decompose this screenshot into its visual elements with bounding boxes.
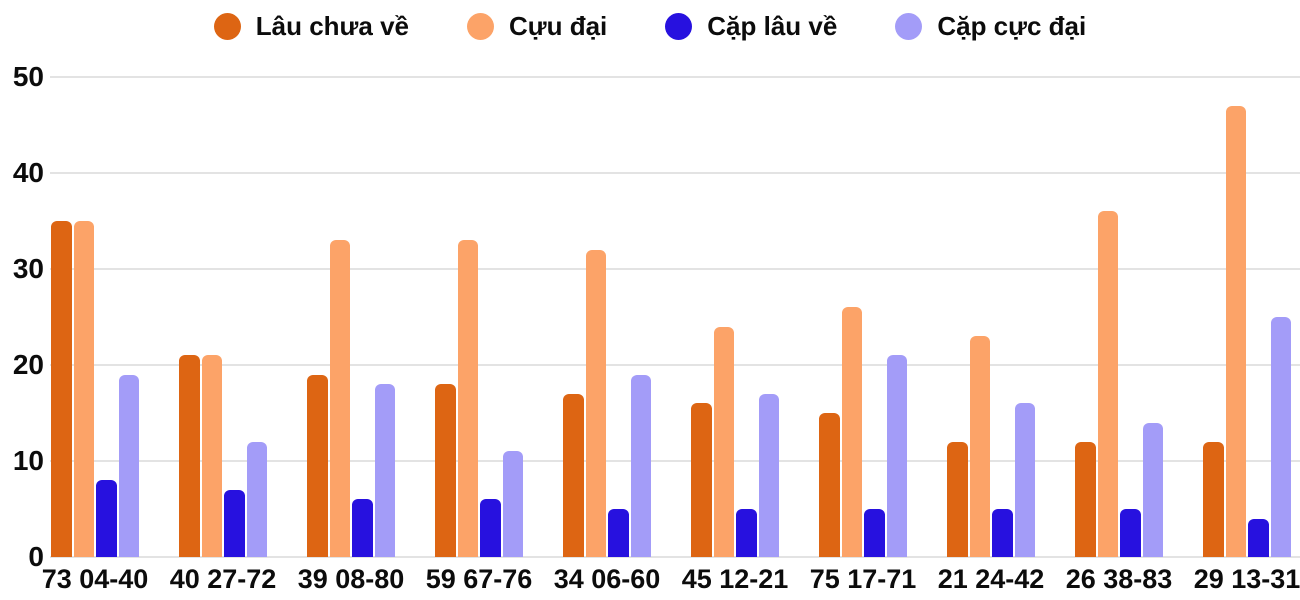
bar-series3-cat1[interactable] <box>96 480 117 557</box>
legend-label: Lâu chưa về <box>255 11 409 41</box>
bar-series3-cat7[interactable] <box>864 509 885 557</box>
bar-series2-cat10[interactable] <box>1225 105 1246 557</box>
bar-series4-cat5[interactable] <box>630 374 651 557</box>
bar-series1-cat7[interactable] <box>819 413 840 557</box>
y-axis-tick-label: 20 <box>12 349 44 380</box>
x-axis-category-label: 39 08-80 <box>297 564 405 594</box>
y-axis-tick-label: 50 <box>12 61 44 92</box>
legend-item-3[interactable]: Cặp lâu về <box>665 11 838 41</box>
bar-group-9: 26 38-83 <box>1066 77 1172 593</box>
bar-series4-cat3[interactable] <box>374 384 395 557</box>
bar-group-7: 75 17-71 <box>810 77 916 593</box>
x-axis-category-label: 75 17-71 <box>809 564 917 594</box>
x-axis-category-label: 26 38-83 <box>1065 564 1173 594</box>
bar-series2-cat9[interactable] <box>1097 211 1118 557</box>
bar-series4-cat9[interactable] <box>1142 422 1163 557</box>
bar-series3-cat8[interactable] <box>992 509 1013 557</box>
bar-series1-cat5[interactable] <box>563 393 584 557</box>
bar-series4-cat4[interactable] <box>502 451 523 557</box>
gridline <box>50 172 1300 174</box>
x-axis-category-label: 29 13-31 <box>1193 564 1300 594</box>
bar-series1-cat3[interactable] <box>307 374 328 557</box>
legend-dot-icon <box>213 12 241 40</box>
bar-series1-cat4[interactable] <box>435 384 456 557</box>
bar-series3-cat3[interactable] <box>352 499 373 557</box>
bar-series2-cat8[interactable] <box>969 336 990 557</box>
bar-group-10: 29 13-31 <box>1194 77 1300 593</box>
bar-group-5: 34 06-60 <box>554 77 660 593</box>
bar-group-1: 73 04-40 <box>42 77 148 593</box>
gridline <box>50 460 1300 462</box>
gridline <box>50 76 1300 78</box>
bar-series4-cat1[interactable] <box>118 374 139 557</box>
legend-item-4[interactable]: Cặp cực đại <box>895 11 1087 41</box>
bar-group-6: 45 12-21 <box>682 77 788 593</box>
legend-dot-icon <box>467 12 494 40</box>
bar-series2-cat2[interactable] <box>201 355 222 557</box>
bar-series3-cat4[interactable] <box>480 499 501 557</box>
bar-groups: 73 04-40 40 27-72 39 08-80 59 67-76 34 06-60… <box>42 77 1300 593</box>
legend-item-1[interactable]: Lâu chưa về <box>213 11 409 41</box>
legend-label: Cựu đại <box>509 11 608 41</box>
x-axis-category-label: 45 12-21 <box>681 564 789 594</box>
y-axis-tick-label: 0 <box>28 541 44 572</box>
bar-series1-cat6[interactable] <box>691 403 712 557</box>
legend-label: Cặp cực đại <box>937 11 1087 41</box>
bar-series1-cat9[interactable] <box>1075 441 1096 557</box>
bar-series2-cat3[interactable] <box>329 240 350 557</box>
bar-series3-cat10[interactable] <box>1248 518 1269 557</box>
bar-series4-cat7[interactable] <box>886 355 907 557</box>
x-axis-category-label: 73 04-40 <box>41 564 149 594</box>
bar-group-4: 59 67-76 <box>426 77 532 593</box>
bar-series4-cat6[interactable] <box>758 393 779 557</box>
x-axis-category-label: 40 27-72 <box>169 564 277 594</box>
x-axis-category-label: 21 24-42 <box>937 564 1045 594</box>
gridline <box>50 268 1300 270</box>
bar-series2-cat1[interactable] <box>73 221 94 557</box>
bar-series2-cat7[interactable] <box>841 307 862 557</box>
bar-series3-cat6[interactable] <box>736 509 757 557</box>
bar-series2-cat6[interactable] <box>713 326 734 557</box>
bar-group-2: 40 27-72 <box>170 77 276 593</box>
gridline <box>50 364 1300 366</box>
legend-item-2[interactable]: Cựu đại <box>467 11 608 41</box>
bar-series3-cat5[interactable] <box>608 509 629 557</box>
bar-series1-cat2[interactable] <box>179 355 200 557</box>
bar-series4-cat2[interactable] <box>246 441 267 557</box>
bar-series2-cat4[interactable] <box>457 240 478 557</box>
bar-series1-cat8[interactable] <box>947 441 968 557</box>
plot-area: 0 10 20 30 40 50 73 04-40 40 27-72 39 08-80 59 6… <box>13 63 1300 593</box>
bar-series1-cat1[interactable] <box>51 221 72 557</box>
legend-dot-icon <box>895 12 923 40</box>
y-axis-tick-label: 10 <box>12 445 44 476</box>
x-axis-category-label: 34 06-60 <box>553 564 661 594</box>
bar-series4-cat8[interactable] <box>1014 403 1035 557</box>
y-axis-tick-label: 30 <box>12 253 44 284</box>
bar-series1-cat10[interactable] <box>1203 441 1224 557</box>
bar-series4-cat10[interactable] <box>1270 317 1291 557</box>
bar-series3-cat2[interactable] <box>224 489 245 557</box>
gridline <box>50 556 1300 558</box>
bar-group-8: 21 24-42 <box>938 77 1044 593</box>
legend-label: Cặp lâu về <box>707 11 838 41</box>
legend-dot-icon <box>665 12 693 40</box>
bar-series3-cat9[interactable] <box>1120 509 1141 557</box>
chart-legend: Lâu chưa về Cựu đại Cặp lâu về Cặp cực đại <box>0 8 1300 44</box>
bar-series2-cat5[interactable] <box>585 249 606 557</box>
y-axis-tick-label: 40 <box>12 157 44 188</box>
x-axis-category-label: 59 67-76 <box>425 564 533 594</box>
bar-group-3: 39 08-80 <box>298 77 404 593</box>
